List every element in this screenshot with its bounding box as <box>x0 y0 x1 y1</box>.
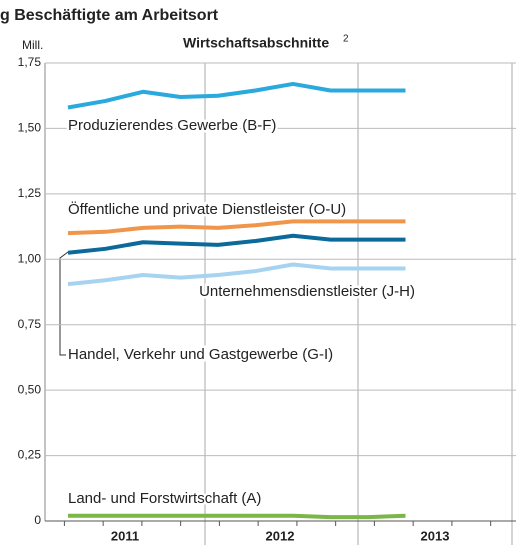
chart-subtitle: Wirtschaftsabschnitte <box>183 35 329 51</box>
y-tick-label: 1,75 <box>18 55 42 69</box>
series-line <box>67 81 406 110</box>
series-line <box>67 262 406 287</box>
chart-title: g Beschäftigte am Arbeitsort <box>0 7 219 24</box>
y-tick-label: 0 <box>34 513 41 527</box>
y-tick-label: 0,75 <box>18 317 42 331</box>
series-label: Unternehmensdienstleister (J-H) <box>199 283 415 300</box>
y-tick-label: 0,25 <box>18 448 42 462</box>
series-label: Produzierendes Gewerbe (B-F) <box>68 117 276 134</box>
y-tick-label: 1,00 <box>18 251 42 265</box>
series-line <box>67 233 406 255</box>
year-label: 2011 <box>111 528 139 543</box>
series-label: Handel, Verkehr und Gastgewerbe (G-I) <box>68 346 333 363</box>
year-label: 2012 <box>266 528 295 543</box>
year-label: 2013 <box>421 528 450 543</box>
y-tick-label: 1,50 <box>18 121 42 135</box>
y-axis-label: Mill. <box>22 38 43 52</box>
series-line <box>67 219 406 236</box>
y-tick-label: 1,25 <box>18 186 42 200</box>
leader-line <box>59 251 69 356</box>
series-label: Öffentliche und private Dienstleister (O… <box>68 200 346 218</box>
series-label: Land- und Forstwirtschaft (A) <box>68 490 261 507</box>
y-tick-label: 0,50 <box>18 382 42 396</box>
subtitle-note: 2 <box>343 34 349 45</box>
series-line <box>68 513 406 520</box>
